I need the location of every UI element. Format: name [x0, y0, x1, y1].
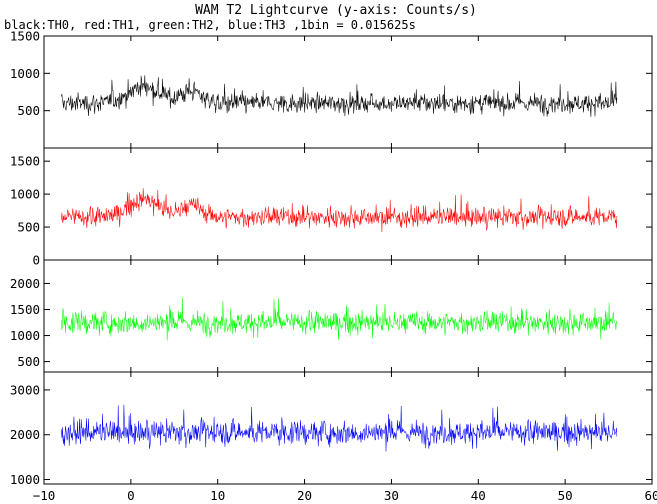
panel-1: 0 500 1000 1500: [10, 147, 653, 268]
x-tick-label: 50: [558, 488, 573, 503]
series-TH1: [61, 188, 618, 233]
x-tick-label: 20: [297, 488, 312, 503]
y-tick-label: 1000: [10, 187, 40, 202]
y-tick-label: 500: [17, 354, 40, 369]
y-tick-label: 2000: [10, 427, 40, 442]
y-tick-label: 1000: [10, 328, 40, 343]
panel-2: 500 1000 1500 2000: [10, 259, 653, 373]
x-tick-label: 10: [210, 488, 225, 503]
y-tick-label: 1000: [10, 66, 40, 81]
x-tick-label: 0: [127, 488, 135, 503]
y-tick-label: 1000: [10, 472, 40, 487]
series-TH3: [61, 404, 618, 452]
x-tick-label: 60: [644, 488, 657, 503]
panel-0: 500 1000 1500: [10, 29, 653, 149]
y-tick-label: 1500: [10, 29, 40, 44]
x-tick-label: −10: [33, 488, 56, 503]
y-tick-label: 2000: [10, 276, 40, 291]
y-tick-label: 0: [32, 253, 40, 268]
panel-frame: [43, 371, 653, 485]
y-tick-label: 500: [17, 103, 40, 118]
x-tick-label: 40: [471, 488, 486, 503]
panel-3: 1000 2000 3000: [10, 371, 653, 487]
chart-subtitle: black:TH0, red:TH1, green:TH2, blue:TH3 …: [4, 18, 416, 32]
chart-title: WAM T2 Lightcurve (y-axis: Counts/s): [195, 3, 477, 18]
y-tick-label: 3000: [10, 382, 40, 397]
x-tick-label: 30: [384, 488, 399, 503]
y-tick-label: 500: [17, 220, 40, 235]
y-tick-label: 1500: [10, 154, 40, 169]
series-TH0: [61, 75, 618, 117]
panel-frame: [43, 35, 653, 149]
y-tick-label: 1500: [10, 302, 40, 317]
series-TH2: [61, 297, 618, 341]
